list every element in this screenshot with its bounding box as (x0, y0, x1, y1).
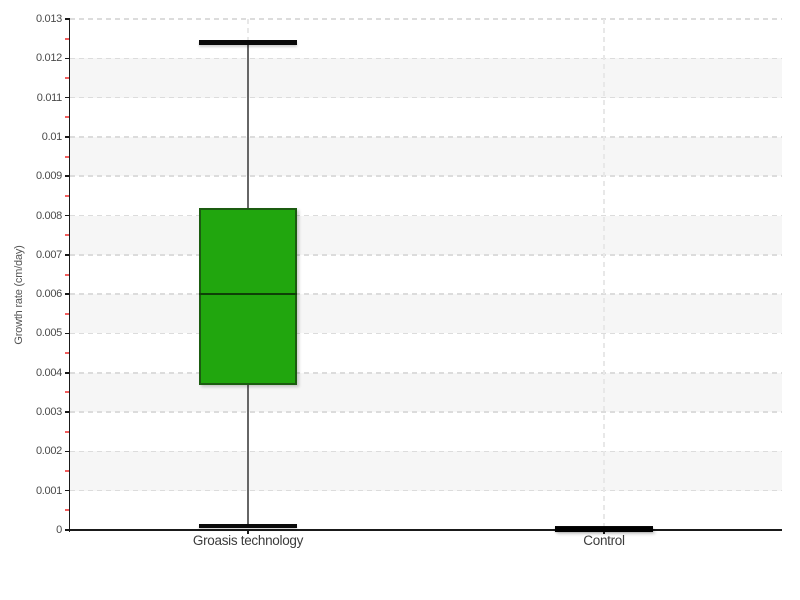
x-axis-line (68, 529, 782, 531)
y-minor-tick (65, 76, 70, 79)
h-gridline (70, 136, 782, 138)
grid-band (70, 372, 782, 413)
y-tick-label: 0.008 (35, 209, 62, 222)
y-tick-label: 0.006 (35, 288, 62, 301)
y-minor-tick (65, 470, 70, 473)
y-major-tick (64, 489, 70, 492)
y-major-tick (64, 96, 70, 99)
grid-band (70, 215, 782, 255)
y-major-tick (64, 529, 70, 531)
y-minor-tick (65, 116, 70, 119)
y-major-tick (64, 57, 70, 60)
grid-band (70, 451, 782, 491)
h-gridline (70, 450, 782, 453)
y-tick-label: 0.004 (35, 366, 62, 379)
y-major-tick (64, 214, 70, 217)
y-minor-tick (65, 312, 70, 315)
y-major-tick (64, 411, 70, 413)
y-major-tick (64, 372, 70, 374)
y-minor-tick (65, 352, 70, 355)
y-major-tick (64, 254, 70, 256)
x-category-label: Control (583, 533, 625, 548)
median-line (555, 526, 653, 530)
y-minor-tick (65, 37, 70, 40)
h-gridline (70, 214, 782, 217)
y-tick-label: 0.01 (41, 130, 63, 143)
y-minor-tick (65, 430, 70, 433)
h-gridline (70, 175, 782, 177)
whisker-cap-bottom (199, 523, 297, 529)
h-gridline (70, 372, 782, 374)
y-minor-tick (65, 234, 70, 237)
whisker-cap-top (199, 40, 297, 45)
y-major-tick (64, 175, 70, 177)
y-tick-label: 0.002 (35, 445, 62, 458)
v-gridline (603, 19, 605, 530)
grid-band (70, 136, 782, 177)
y-minor-tick (65, 273, 70, 276)
y-tick-label: 0 (56, 524, 62, 536)
y-axis-line (68, 19, 70, 532)
y-minor-tick (65, 509, 70, 512)
y-tick-label: 0.011 (36, 91, 63, 104)
h-gridline (70, 254, 782, 256)
y-tick-label: 0.013 (35, 13, 62, 25)
h-gridline (70, 96, 782, 99)
median-line (199, 292, 297, 296)
y-tick-label: 0.003 (35, 406, 62, 419)
y-tick-label: 0.012 (35, 52, 62, 65)
y-tick-label: 0.005 (35, 327, 62, 340)
x-category-tick (247, 530, 249, 534)
grid-band (70, 294, 782, 334)
y-major-tick (64, 450, 70, 453)
h-gridline (70, 332, 782, 335)
y-major-tick (64, 332, 70, 335)
y-major-tick (64, 136, 70, 138)
h-gridline (70, 18, 782, 20)
y-major-tick (64, 293, 70, 295)
h-gridline (70, 293, 782, 295)
y-tick-label: 0.007 (35, 248, 62, 261)
h-gridline (70, 57, 782, 60)
y-minor-tick (65, 391, 70, 394)
h-gridline (70, 411, 782, 413)
y-tick-label: 0.009 (35, 170, 62, 183)
x-category-label: Groasis technology (192, 533, 304, 548)
y-tick-label: 0.001 (35, 484, 62, 497)
h-gridline (70, 489, 782, 492)
y-major-tick (64, 18, 70, 20)
box (199, 207, 297, 385)
y-minor-tick (65, 194, 70, 197)
y-minor-tick (65, 155, 70, 158)
grid-band (70, 58, 782, 98)
